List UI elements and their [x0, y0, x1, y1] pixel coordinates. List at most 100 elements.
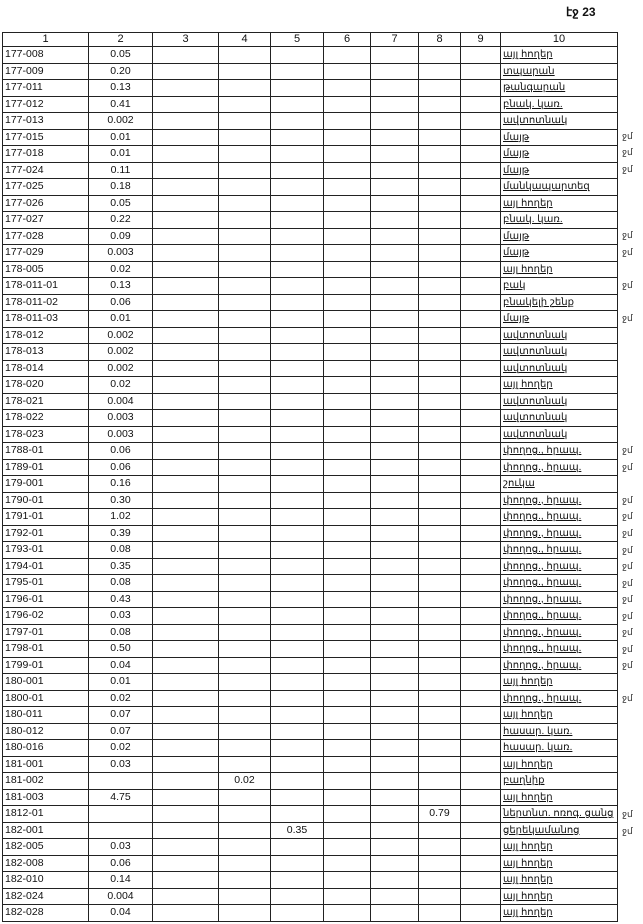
cell-col-7	[370, 260, 419, 278]
cell-col-6	[323, 854, 371, 872]
cell-col-8	[418, 607, 461, 625]
cell-col-5	[270, 788, 324, 806]
cell-col-3	[152, 79, 219, 97]
cell-col-3	[152, 755, 219, 773]
cell-col-5	[270, 343, 324, 361]
cell-col-7	[370, 854, 419, 872]
cell-col-10: այլ հողեր	[500, 755, 618, 773]
cell-col-1: 177-026	[2, 194, 89, 212]
cell-col-5	[270, 557, 324, 575]
cell-col-5	[270, 392, 324, 410]
cell-col-6	[323, 838, 371, 856]
cell-col-10: մայթ	[500, 161, 618, 179]
cell-col-6	[323, 343, 371, 361]
cell-col-3	[152, 244, 219, 262]
cell-col-3	[152, 442, 219, 460]
cell-col-3	[152, 260, 219, 278]
margin-note: ջմ	[622, 511, 633, 522]
cell-col-8	[418, 260, 461, 278]
cell-col-8	[418, 524, 461, 542]
cell-col-3	[152, 376, 219, 394]
table-row: 177-011 0.13 թանգարան	[2, 79, 618, 97]
cell-col-6	[323, 772, 371, 790]
table-row: 178-011-03 0.01 մայթ	[2, 310, 618, 328]
cell-col-10: ցերեկամանոց	[500, 821, 618, 839]
cell-col-6	[323, 508, 371, 526]
cell-col-4	[218, 607, 271, 625]
cell-col-1: 182-001	[2, 821, 89, 839]
table-row: 177-026 0.05 այլ հողեր	[2, 194, 618, 212]
cell-col-1: 181-003	[2, 788, 89, 806]
cell-col-3	[152, 475, 219, 493]
cell-col-5	[270, 673, 324, 691]
cell-col-4	[218, 46, 271, 64]
cell-col-1: 178-020	[2, 376, 89, 394]
cell-col-9	[460, 722, 501, 740]
table-row: 178-014 0.002 ավտոտնակ	[2, 359, 618, 377]
table-row: 1794-01 0.35 փողոց., հրապ.	[2, 557, 618, 575]
cell-col-6	[323, 475, 371, 493]
cell-col-9	[460, 310, 501, 328]
cell-col-2: 0.50	[88, 640, 153, 658]
column-header-5: 5	[270, 32, 324, 47]
cell-col-10: փողոց., հրապ.	[500, 557, 618, 575]
table-row: 1812-01 0.79 ներտնտ. ոռոգ. ցանց	[2, 805, 618, 823]
cell-col-3	[152, 706, 219, 724]
cell-col-2	[88, 821, 153, 839]
table-row: 181-001 0.03 այլ հողեր	[2, 755, 618, 773]
column-header-9: 9	[460, 32, 501, 47]
cell-col-7	[370, 887, 419, 905]
table-row: 178-011-02 0.06 բնակելի շենք	[2, 293, 618, 311]
cell-col-2: 0.08	[88, 541, 153, 559]
margin-note: ջմ	[622, 230, 633, 241]
cell-col-4	[218, 673, 271, 691]
cell-col-1: 180-012	[2, 722, 89, 740]
cell-col-4	[218, 640, 271, 658]
cell-col-10: ավտոտնակ	[500, 392, 618, 410]
cell-col-4	[218, 359, 271, 377]
cell-col-10: այլ հողեր	[500, 871, 618, 889]
cell-col-8	[418, 310, 461, 328]
cell-col-7	[370, 62, 419, 80]
margin-note: ջմ	[622, 825, 633, 836]
cell-col-5	[270, 425, 324, 443]
cell-col-6	[323, 722, 371, 740]
cell-col-1: 177-028	[2, 227, 89, 245]
cell-col-8	[418, 755, 461, 773]
cell-col-5	[270, 244, 324, 262]
cell-col-2: 0.002	[88, 112, 153, 130]
cell-col-3	[152, 293, 219, 311]
cell-col-9	[460, 145, 501, 163]
cell-col-3	[152, 409, 219, 427]
table-row: 182-024 0.004 այլ հողեր	[2, 887, 618, 905]
cell-col-8	[418, 293, 461, 311]
margin-note: ջմ	[622, 610, 633, 621]
cell-col-9	[460, 805, 501, 823]
cell-col-10: այլ հողեր	[500, 376, 618, 394]
cell-col-9	[460, 244, 501, 262]
cell-col-7	[370, 409, 419, 427]
cell-col-5	[270, 161, 324, 179]
cell-col-1: 1789-01	[2, 458, 89, 476]
table-row: 181-002 0.02 բաղնիք	[2, 772, 618, 790]
margin-note: ջմ	[622, 809, 633, 820]
cell-col-7	[370, 821, 419, 839]
margin-note: ջմ	[622, 461, 633, 472]
table-row: 178-012 0.002 ավտոտնակ	[2, 326, 618, 344]
cell-col-10: բնակ. կառ.	[500, 211, 618, 229]
cell-col-1: 178-005	[2, 260, 89, 278]
cell-col-1: 1788-01	[2, 442, 89, 460]
cell-col-3	[152, 425, 219, 443]
cell-col-9	[460, 293, 501, 311]
table-row: 1790-01 0.30 փողոց., հրապ.	[2, 491, 618, 509]
table-row: 177-015 0.01 մայթ	[2, 128, 618, 146]
cell-col-2: 0.41	[88, 95, 153, 113]
margin-note: ջմ	[622, 544, 633, 555]
cell-col-4	[218, 79, 271, 97]
cell-col-4	[218, 508, 271, 526]
table-row: 177-029 0.003 մայթ	[2, 244, 618, 262]
cell-col-4	[218, 590, 271, 608]
cell-col-5	[270, 524, 324, 542]
cell-col-5	[270, 590, 324, 608]
cell-col-4	[218, 706, 271, 724]
